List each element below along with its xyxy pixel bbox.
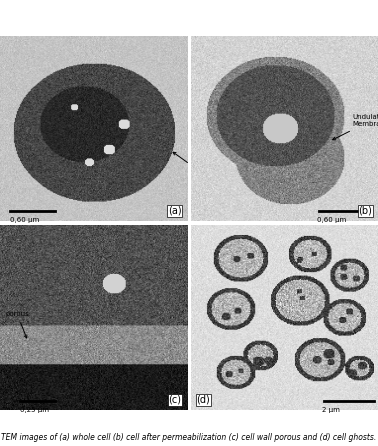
Text: (c): (c) <box>169 395 181 405</box>
Text: 0,25 μm: 0,25 μm <box>20 406 49 413</box>
Text: porous: porous <box>5 311 29 338</box>
Text: 2 μm: 2 μm <box>322 406 340 413</box>
Text: (d): (d) <box>197 395 210 405</box>
Text: 0,60 μm: 0,60 μm <box>10 217 40 223</box>
Text: 0,60 μm: 0,60 μm <box>318 217 347 223</box>
Text: Cell
Wall: Cell Wall <box>173 152 207 178</box>
Text: (a): (a) <box>168 206 181 215</box>
Text: (b): (b) <box>358 206 372 215</box>
Text: TEM images of (a) whole cell (b) cell after permeabilization (c) cell wall porou: TEM images of (a) whole cell (b) cell af… <box>2 433 376 442</box>
Text: Undulated
Membrane: Undulated Membrane <box>333 114 378 140</box>
